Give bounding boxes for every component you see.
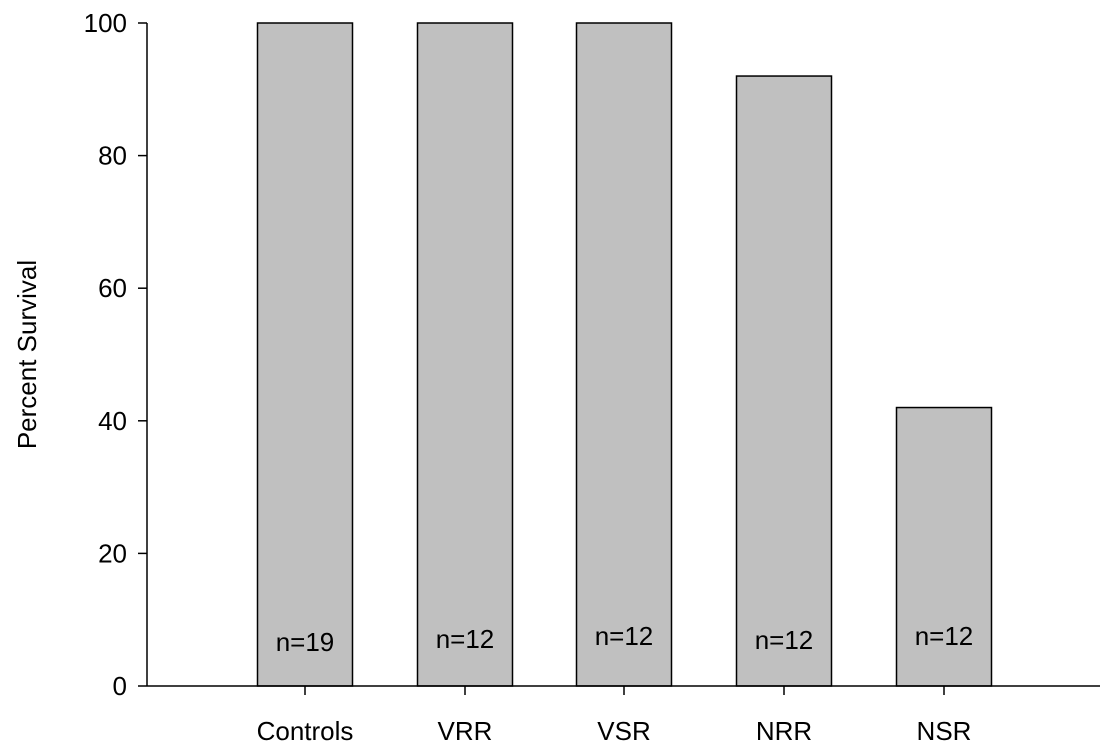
bar-nrr [735, 75, 833, 687]
bars-group [256, 22, 993, 687]
bar-controls [256, 22, 354, 687]
y-axis-title: Percent Survival [12, 260, 42, 449]
y-tick-label: 20 [98, 538, 127, 568]
x-tick-label: VRR [438, 716, 493, 746]
x-tick-label: NRR [756, 716, 812, 746]
y-tick-label: 0 [113, 671, 127, 701]
bar-nsr [895, 406, 993, 687]
bar-vrr [416, 22, 514, 687]
bar-n-label: n=12 [436, 624, 495, 654]
x-tick-label: NSR [917, 716, 972, 746]
bar-n-label: n=19 [276, 627, 335, 657]
bar-vsr [575, 22, 673, 687]
bar-labels-group: n=19 n=12 n=12 n=12 n=12 [276, 621, 974, 657]
x-ticks-group: Controls VRR VSR NRR NSR [257, 686, 972, 746]
bar-n-label: n=12 [915, 621, 974, 651]
y-ticks-group: 0 20 40 60 80 100 [84, 8, 147, 701]
y-tick-label: 40 [98, 406, 127, 436]
x-tick-label: VSR [597, 716, 650, 746]
y-tick-label: 60 [98, 273, 127, 303]
x-tick-label: Controls [257, 716, 354, 746]
bar-n-label: n=12 [755, 625, 814, 655]
bar-n-label: n=12 [595, 621, 654, 651]
y-tick-label: 100 [84, 8, 127, 38]
y-tick-label: 80 [98, 141, 127, 171]
